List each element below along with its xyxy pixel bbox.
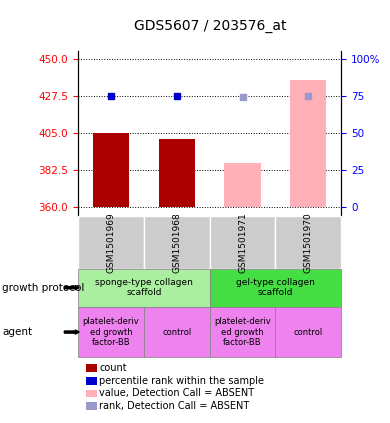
Text: platelet-deriv
ed growth
factor-BB: platelet-deriv ed growth factor-BB [83, 317, 139, 347]
Text: GSM1501970: GSM1501970 [304, 212, 313, 272]
Text: GSM1501969: GSM1501969 [106, 212, 115, 272]
Text: GSM1501971: GSM1501971 [238, 212, 247, 272]
Text: GDS5607 / 203576_at: GDS5607 / 203576_at [134, 19, 287, 33]
Text: percentile rank within the sample: percentile rank within the sample [99, 376, 264, 386]
Bar [93, 133, 129, 208]
Bar [290, 80, 326, 208]
Text: control: control [294, 327, 323, 337]
Text: platelet-deriv
ed growth
factor-BB: platelet-deriv ed growth factor-BB [214, 317, 271, 347]
Text: gel-type collagen
scaffold: gel-type collagen scaffold [236, 278, 315, 297]
Text: rank, Detection Call = ABSENT: rank, Detection Call = ABSENT [99, 401, 250, 411]
Text: count: count [99, 363, 127, 373]
Text: GSM1501968: GSM1501968 [172, 212, 181, 272]
Bar [224, 163, 261, 208]
Bar [159, 139, 195, 208]
Text: agent: agent [2, 327, 32, 337]
Text: sponge-type collagen
scaffold: sponge-type collagen scaffold [95, 278, 193, 297]
Text: growth protocol: growth protocol [2, 283, 84, 293]
Text: value, Detection Call = ABSENT: value, Detection Call = ABSENT [99, 388, 255, 398]
Text: control: control [162, 327, 191, 337]
